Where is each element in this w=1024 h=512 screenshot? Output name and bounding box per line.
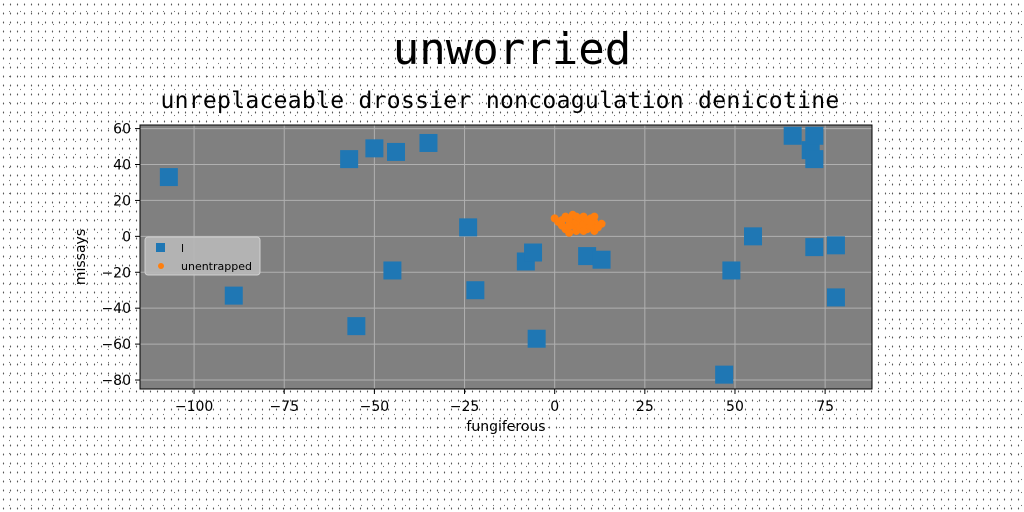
data-point-l bbox=[715, 366, 733, 384]
data-point-unentrapped bbox=[590, 213, 598, 221]
x-tick-label: −100 bbox=[175, 399, 213, 415]
x-tick-label: −25 bbox=[450, 399, 480, 415]
y-tick-label: −20 bbox=[101, 265, 131, 281]
y-axis-label: missays bbox=[73, 229, 89, 285]
x-tick-label: 50 bbox=[726, 399, 744, 415]
x-axis-ticks: −100 −75 −50 −25 0 25 50 75 bbox=[175, 389, 834, 415]
data-point-unentrapped bbox=[580, 227, 588, 235]
data-point-l bbox=[805, 127, 823, 145]
data-point-l bbox=[383, 261, 401, 279]
data-point-l bbox=[722, 261, 740, 279]
data-point-l bbox=[784, 127, 802, 145]
data-point-l bbox=[340, 150, 358, 168]
data-point-unentrapped bbox=[565, 229, 573, 237]
y-tick-label: 20 bbox=[113, 193, 131, 209]
y-tick-label: 40 bbox=[113, 158, 131, 174]
data-point-l bbox=[419, 134, 437, 152]
data-point-l bbox=[805, 150, 823, 168]
y-tick-label: −60 bbox=[101, 337, 131, 353]
data-point-l bbox=[744, 227, 762, 245]
data-point-l bbox=[827, 288, 845, 306]
y-tick-label: −80 bbox=[101, 373, 131, 389]
data-point-unentrapped bbox=[565, 222, 573, 230]
data-point-l bbox=[466, 281, 484, 299]
legend-label-unentrapped: unentrapped bbox=[181, 260, 252, 273]
data-point-unentrapped bbox=[558, 216, 566, 224]
data-point-l bbox=[459, 218, 477, 236]
x-tick-label: −75 bbox=[269, 399, 299, 415]
x-tick-label: −50 bbox=[360, 399, 390, 415]
y-tick-label: −40 bbox=[101, 301, 131, 317]
y-tick-label: 60 bbox=[113, 122, 131, 138]
data-point-l bbox=[805, 238, 823, 256]
data-point-unentrapped bbox=[598, 220, 606, 228]
data-point-l bbox=[524, 244, 542, 262]
data-point-l bbox=[827, 236, 845, 254]
data-point-l bbox=[387, 143, 405, 161]
data-point-l bbox=[365, 139, 383, 157]
x-axis-label: fungiferous bbox=[466, 419, 545, 435]
legend: l unentrapped bbox=[145, 237, 260, 275]
legend-marker-unentrapped bbox=[158, 263, 164, 269]
data-point-l bbox=[347, 317, 365, 335]
x-tick-label: 0 bbox=[550, 399, 559, 415]
x-tick-label: 75 bbox=[816, 399, 834, 415]
data-point-unentrapped bbox=[572, 213, 580, 221]
data-point-l bbox=[160, 168, 178, 186]
y-axis-ticks: −80 −60 −40 −20 0 20 40 60 bbox=[101, 122, 140, 389]
data-point-l bbox=[528, 330, 546, 348]
data-point-l bbox=[593, 251, 611, 269]
x-tick-label: 25 bbox=[636, 399, 654, 415]
legend-marker-l bbox=[156, 243, 165, 252]
legend-label-l: l bbox=[181, 242, 184, 255]
y-tick-label: 0 bbox=[122, 229, 131, 245]
data-point-l bbox=[225, 287, 243, 305]
